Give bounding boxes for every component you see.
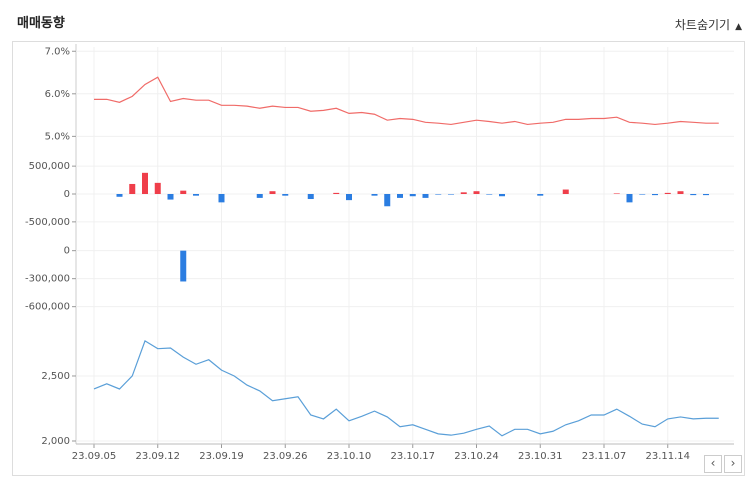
x-tick-label: 23.10.10 [327, 451, 372, 462]
bar [448, 194, 454, 195]
bar [218, 194, 225, 203]
collapse-icon: ▲ [735, 22, 742, 32]
y-tick-label: 0 [64, 246, 70, 257]
bar [307, 194, 314, 200]
y-tick-label: 2,000 [41, 436, 70, 447]
bar [193, 194, 199, 196]
section-title: 매매동향 [17, 16, 65, 31]
bar [397, 194, 403, 198]
bar [116, 194, 123, 197]
x-tick-label: 23.11.07 [582, 451, 627, 462]
line-series [94, 76, 719, 126]
bar [409, 194, 416, 197]
chart-frame [12, 41, 745, 476]
bar [180, 250, 187, 282]
y-tick-label: -300,000 [25, 274, 70, 285]
bar [333, 192, 340, 194]
bar [435, 194, 442, 195]
x-tick-label: 23.10.17 [390, 451, 435, 462]
bar [142, 172, 148, 194]
bar [269, 191, 276, 194]
bar [537, 194, 544, 196]
x-tick-label: 23.10.24 [454, 451, 499, 462]
hide-chart-button[interactable]: 차트숨기기 ▲ [675, 16, 742, 33]
y-tick-label: 6.0% [45, 89, 70, 100]
prev-button[interactable]: ‹ [704, 455, 722, 473]
line-series [93, 339, 719, 437]
bar [639, 194, 646, 195]
bar [460, 192, 467, 194]
y-tick-label: -500,000 [25, 217, 70, 228]
bar [486, 194, 493, 195]
bar [613, 193, 620, 194]
bar [256, 194, 263, 198]
bar [384, 194, 391, 207]
bar [664, 192, 671, 194]
y-tick-label: 0 [64, 189, 70, 200]
bar [499, 194, 505, 197]
bar [652, 194, 658, 196]
bar [346, 194, 352, 201]
bar [180, 190, 187, 194]
y-tick-label: 500,000 [29, 161, 70, 172]
y-tick-label: 2,500 [41, 371, 70, 382]
bar [703, 194, 709, 196]
x-tick-label: 23.11.14 [645, 451, 690, 462]
hide-chart-label: 차트숨기기 [674, 18, 731, 32]
x-tick-label: 23.09.12 [135, 451, 180, 462]
bar [422, 194, 429, 198]
x-tick-label: 23.09.26 [263, 451, 308, 462]
bar [626, 194, 633, 203]
x-tick-label: 23.09.19 [199, 451, 244, 462]
bar [473, 191, 480, 194]
next-button[interactable]: › [724, 455, 742, 473]
bar [371, 194, 378, 196]
bar [677, 191, 684, 194]
y-tick-label: 7.0% [45, 46, 70, 57]
bar [154, 182, 161, 194]
bar [562, 189, 569, 194]
y-tick-label: 5.0% [45, 131, 70, 142]
x-tick-label: 23.09.05 [72, 451, 117, 462]
y-tick-label: -600,000 [25, 302, 70, 313]
bar [282, 194, 289, 196]
x-tick-label: 23.10.31 [518, 451, 563, 462]
bar [690, 194, 697, 196]
bar [167, 194, 174, 200]
bar [129, 183, 136, 194]
